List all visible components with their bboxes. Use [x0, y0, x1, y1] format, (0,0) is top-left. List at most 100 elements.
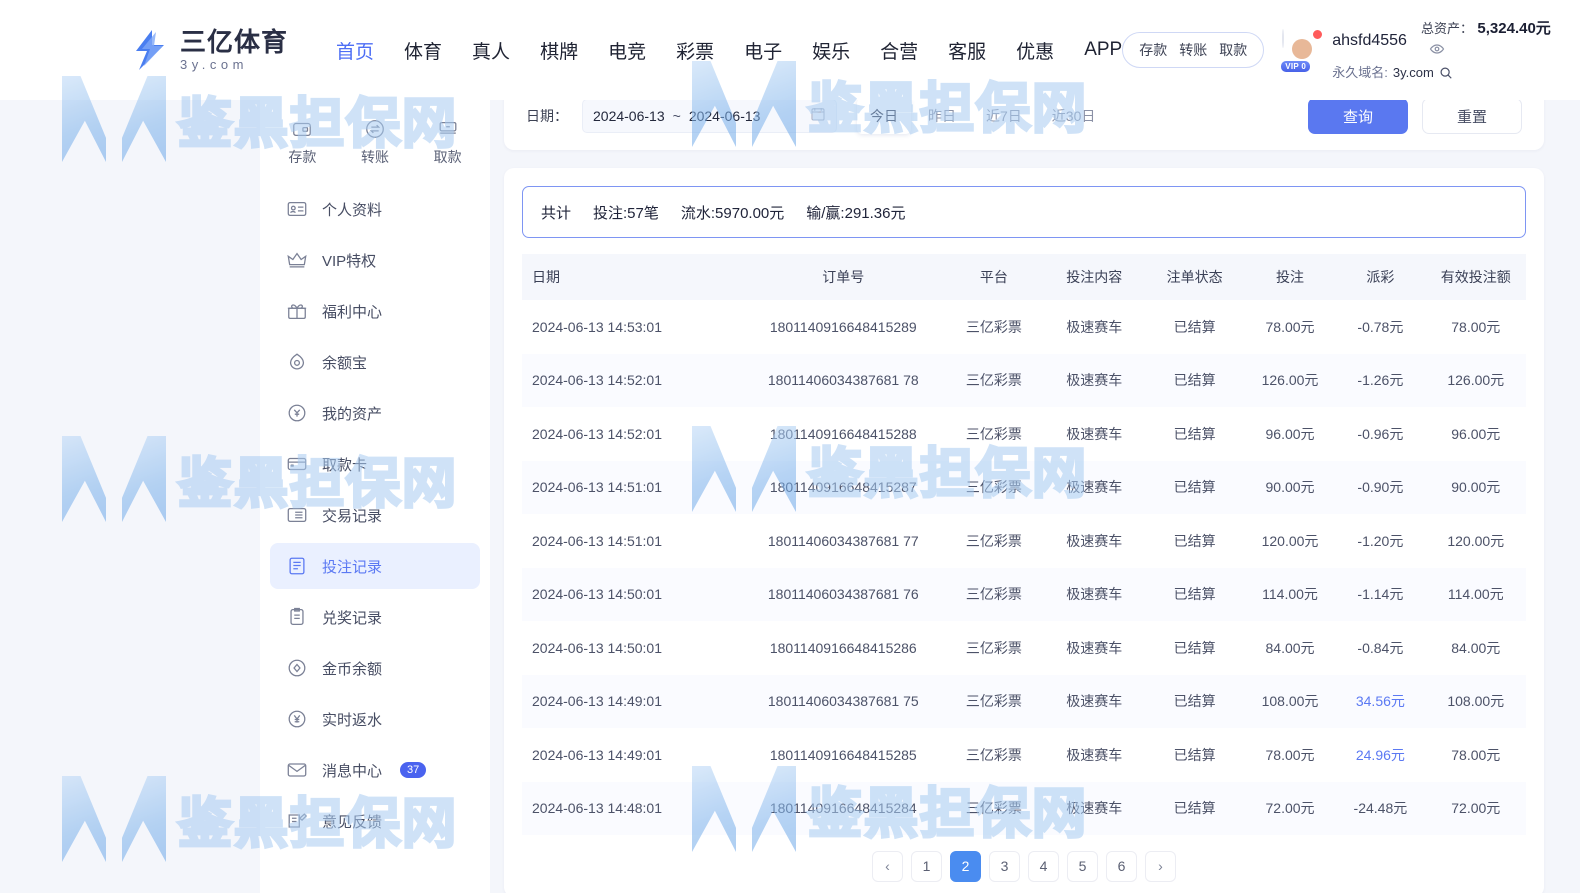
nav-link-chess[interactable]: 棋牌 [540, 41, 579, 63]
table-row[interactable]: 2024-06-13 14:51:01 1801140916648415287 三亿… [522, 460, 1526, 514]
sidebar-item-coin-balance[interactable]: 金币余额 [270, 645, 480, 691]
sidebar-item-welfare[interactable]: 福利中心 [270, 288, 480, 334]
cell-payout: -0.78元 [1357, 318, 1404, 335]
cell-valid-bet: 108.00元 [1447, 693, 1505, 710]
nav-link-live[interactable]: 真人 [472, 41, 511, 63]
table-row[interactable]: 2024-06-13 14:50:01 18011406034387681 76 三… [522, 567, 1526, 621]
chevron-right-icon[interactable]: › [1145, 850, 1176, 882]
cell-bet-amount: 90.00元 [1265, 479, 1315, 496]
quick-action-withdraw[interactable]: 取款 [1219, 42, 1248, 58]
chevron-left-icon[interactable]: ‹ [872, 850, 903, 882]
cell-bet-amount: 126.00元 [1261, 372, 1319, 389]
column-payout: 派彩 [1366, 269, 1395, 285]
nav-link-ent[interactable]: 娱乐 [812, 41, 851, 63]
sidebar-item-withdraw-card[interactable]: 取款卡 [270, 441, 480, 487]
cell-payout: 24.96元 [1355, 746, 1405, 763]
brand-name: 三亿体育 [180, 27, 289, 57]
sidebar-item-message-center[interactable]: 消息中心 37 [270, 747, 480, 793]
nav-link-slots[interactable]: 电子 [744, 41, 783, 63]
table-body: 2024-06-13 14:53:01 1801140916648415289 三亿… [522, 300, 1526, 835]
sidebar-item-my-assets[interactable]: 我的资产 [270, 390, 480, 436]
eye-icon[interactable] [1429, 43, 1445, 61]
nav-link-promo[interactable]: 优惠 [1016, 41, 1055, 63]
page-button-6[interactable]: 6 [1106, 850, 1137, 882]
sidebar-item-prize-records[interactable]: 兑奖记录 [270, 594, 480, 640]
permanent-domain-value: 3y.com [1392, 64, 1434, 80]
assets-icon [286, 402, 308, 424]
sidebar-item-profile[interactable]: 个人资料 [270, 186, 480, 232]
sidebar-item-transactions[interactable]: 交易记录 [270, 492, 480, 538]
sidebar-item-yuebao[interactable]: 余额宝 [270, 339, 480, 385]
page-button-3[interactable]: 3 [989, 850, 1020, 882]
cell-order-id: 18011406034387681 75 [767, 693, 919, 710]
cell-date: 2024-06-13 14:50:01 [532, 639, 662, 656]
cell-bet-content: 极速赛车 [1066, 532, 1123, 549]
cell-date: 2024-06-13 14:51:01 [532, 532, 662, 549]
cell-status: 已结算 [1173, 318, 1216, 335]
date-range-separator: ~ [672, 108, 681, 124]
cell-date: 2024-06-13 14:49:01 [532, 746, 662, 763]
query-button[interactable]: 查询 [1308, 98, 1408, 134]
id-card-icon [286, 198, 308, 220]
sidebar-item-vip[interactable]: VIP特权 [270, 237, 480, 283]
withdraw-icon [437, 118, 459, 140]
sidebar-item-feedback[interactable]: 意见反馈 [270, 798, 480, 844]
brand-logo[interactable]: 三亿体育 3y.com [130, 28, 288, 72]
quick-action-deposit[interactable]: 存款 [1139, 42, 1168, 58]
wallet-shortcut-withdraw[interactable]: 取款 [434, 118, 462, 167]
table-row[interactable]: 2024-06-13 14:49:01 1801140916648415285 三亿… [522, 728, 1526, 782]
quick-range-today[interactable]: 今日 [857, 98, 911, 134]
table-row[interactable]: 2024-06-13 14:49:01 18011406034387681 75 三… [522, 674, 1526, 728]
reset-button[interactable]: 重置 [1422, 98, 1522, 134]
wallet-shortcut-transfer[interactable]: 转账 [361, 118, 389, 167]
cell-date: 2024-06-13 14:50:01 [532, 586, 662, 603]
cell-platform: 三亿彩票 [965, 586, 1022, 603]
cell-valid-bet: 90.00元 [1451, 479, 1501, 496]
table-row[interactable]: 2024-06-13 14:48:01 1801140916648415284 三亿… [522, 781, 1526, 835]
wallet-shortcut-transfer-label: 转账 [360, 149, 389, 165]
envelope-icon [286, 759, 308, 781]
page-button-2[interactable]: 2 [950, 850, 981, 882]
page-button-4[interactable]: 4 [1028, 850, 1059, 882]
quick-range-last30days[interactable]: 近30日 [1051, 108, 1096, 124]
user-name: ahsfd4556 [1332, 31, 1407, 49]
cell-bet-amount: 72.00元 [1265, 800, 1315, 817]
wallet-shortcut-deposit[interactable]: 存款 [288, 118, 316, 167]
clipboard-check-icon [286, 606, 308, 628]
nav-link-support[interactable]: 客服 [948, 41, 987, 63]
piggy-icon [286, 351, 308, 373]
quick-range-yesterday[interactable]: 昨日 [928, 108, 956, 124]
date-range-input[interactable]: 2024-06-13 ~ 2024-06-13 [582, 99, 837, 133]
cell-bet-content: 极速赛车 [1066, 746, 1123, 763]
cell-order-id: 1801140916648415285 [769, 746, 917, 763]
table-row[interactable]: 2024-06-13 14:51:01 18011406034387681 77 三… [522, 514, 1526, 568]
table-row[interactable]: 2024-06-13 14:52:01 18011406034387681 78 三… [522, 353, 1526, 407]
nav-link-sports[interactable]: 体育 [404, 41, 443, 63]
nav-link-lottery[interactable]: 彩票 [676, 41, 715, 63]
table-row[interactable]: 2024-06-13 14:52:01 1801140916648415288 三亿… [522, 407, 1526, 461]
search-icon[interactable] [1439, 66, 1453, 80]
nav-link-partner[interactable]: 合营 [880, 41, 919, 63]
column-bet-amount: 投注 [1276, 269, 1305, 285]
cell-bet-amount: 108.00元 [1261, 693, 1319, 710]
page-button-1[interactable]: 1 [911, 850, 942, 882]
table-row[interactable]: 2024-06-13 14:53:01 1801140916648415289 三亿… [522, 300, 1526, 354]
quick-range-last7days[interactable]: 近7日 [986, 108, 1022, 124]
sidebar-item-rebate[interactable]: 实时返水 [270, 696, 480, 742]
cell-platform: 三亿彩票 [965, 532, 1022, 549]
cell-order-id: 18011406034387681 77 [767, 532, 919, 549]
avatar[interactable]: VIP 0 [1280, 29, 1324, 73]
nav-link-esports[interactable]: 电竞 [608, 41, 647, 63]
calendar-icon[interactable] [810, 106, 826, 127]
nav-link-home[interactable]: 首页 [336, 41, 375, 63]
nav-link-app[interactable]: APP [1084, 39, 1123, 60]
cell-platform: 三亿彩票 [965, 479, 1022, 496]
table-row[interactable]: 2024-06-13 14:50:01 1801140916648415286 三亿… [522, 621, 1526, 675]
quick-action-transfer[interactable]: 转账 [1179, 42, 1208, 58]
sidebar-item-bet-records[interactable]: 投注记录 [270, 543, 480, 589]
cell-status: 已结算 [1173, 479, 1216, 496]
sidebar-item-yuebao-label: 余额宝 [322, 354, 368, 372]
sidebar-item-transactions-label: 交易记录 [322, 507, 383, 525]
page-button-5[interactable]: 5 [1067, 850, 1098, 882]
user-account-area[interactable]: VIP 0 ahsfd4556 总资产： 5,324.40元 [1280, 17, 1556, 82]
